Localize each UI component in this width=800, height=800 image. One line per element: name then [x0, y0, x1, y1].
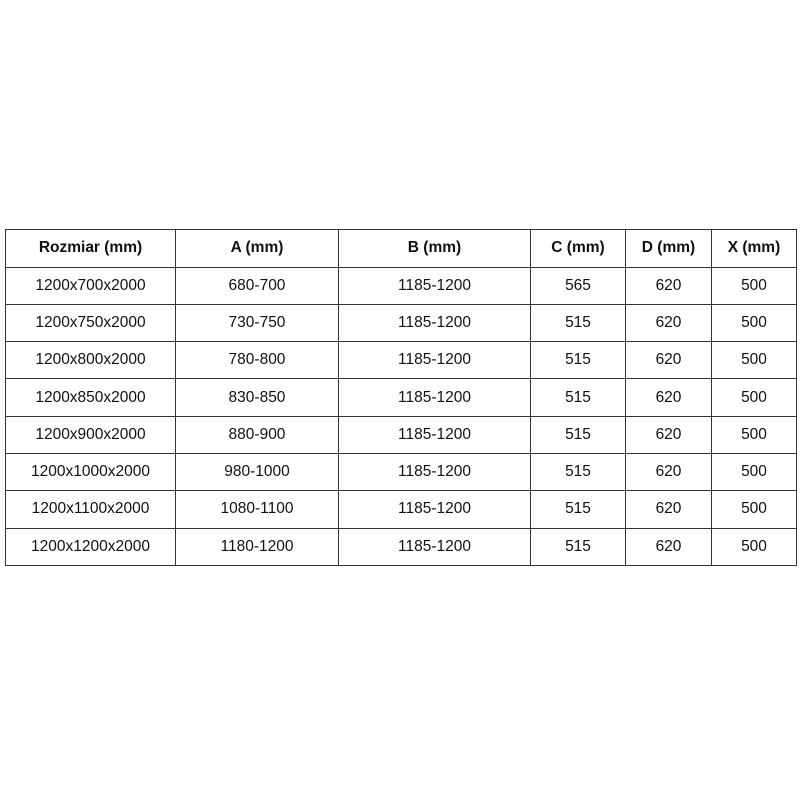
cell-b: 1185-1200 — [338, 527, 531, 566]
cell-c: 515 — [530, 452, 626, 492]
cell-c: 515 — [530, 378, 626, 417]
cell-size: 1200x850x2000 — [5, 378, 176, 417]
table-row: 1200x1100x2000 1080-1100 1185-1200 515 620 50… — [5, 490, 797, 529]
cell-size: 1200x700x2000 — [5, 266, 176, 305]
cell-x: 500 — [711, 341, 797, 380]
cell-x: 500 — [711, 490, 797, 529]
cell-c: 565 — [530, 266, 626, 305]
cell-b: 1185-1200 — [338, 303, 531, 343]
column-header-x: X (mm) — [711, 229, 797, 268]
cell-x: 500 — [711, 452, 797, 492]
table-row: 1200x1000x2000 980-1000 1185-1200 515 620 500 — [5, 452, 797, 492]
cell-d: 620 — [625, 341, 712, 380]
cell-b: 1185-1200 — [338, 490, 531, 529]
cell-c: 515 — [530, 527, 626, 566]
cell-b: 1185-1200 — [338, 378, 531, 417]
cell-x: 500 — [711, 378, 797, 417]
cell-size: 1200x1100x2000 — [5, 490, 176, 529]
cell-b: 1185-1200 — [338, 415, 531, 454]
cell-c: 515 — [530, 490, 626, 529]
cell-size: 1200x800x2000 — [5, 341, 176, 380]
column-header-a: A (mm) — [175, 229, 339, 268]
cell-a: 680-700 — [175, 266, 339, 305]
cell-a: 880-900 — [175, 415, 339, 454]
cell-b: 1185-1200 — [338, 266, 531, 305]
cell-x: 500 — [711, 303, 797, 343]
cell-c: 515 — [530, 341, 626, 380]
table-row: 1200x900x2000 880-900 1185-1200 515 620 500 — [5, 415, 797, 454]
table-row: 1200x850x2000 830-850 1185-1200 515 620 500 — [5, 378, 797, 417]
cell-b: 1185-1200 — [338, 452, 531, 492]
cell-a: 780-800 — [175, 341, 339, 380]
cell-a: 980-1000 — [175, 452, 339, 492]
cell-d: 620 — [625, 415, 712, 454]
table-row: 1200x1200x2000 1180-1200 1185-1200 515 620 50… — [5, 527, 797, 566]
cell-x: 500 — [711, 415, 797, 454]
cell-b: 1185-1200 — [338, 341, 531, 380]
header-row: Rozmiar (mm) A (mm) B (mm) C (mm) D (mm) X (m… — [5, 229, 797, 268]
column-header-size: Rozmiar (mm) — [5, 229, 176, 268]
cell-c: 515 — [530, 415, 626, 454]
cell-size: 1200x750x2000 — [5, 303, 176, 343]
cell-a: 1180-1200 — [175, 527, 339, 566]
cell-a: 1080-1100 — [175, 490, 339, 529]
cell-d: 620 — [625, 527, 712, 566]
cell-x: 500 — [711, 266, 797, 305]
cell-size: 1200x1200x2000 — [5, 527, 176, 566]
cell-size: 1200x900x2000 — [5, 415, 176, 454]
column-header-d: D (mm) — [625, 229, 712, 268]
table-row: 1200x800x2000 780-800 1185-1200 515 620 500 — [5, 341, 797, 380]
dimensions-table: Rozmiar (mm) A (mm) B (mm) C (mm) D (mm) X (m… — [5, 229, 797, 566]
column-header-b: B (mm) — [338, 229, 531, 268]
cell-size: 1200x1000x2000 — [5, 452, 176, 492]
cell-d: 620 — [625, 303, 712, 343]
cell-d: 620 — [625, 490, 712, 529]
table-row: 1200x750x2000 730-750 1185-1200 515 620 500 — [5, 303, 797, 343]
cell-a: 830-850 — [175, 378, 339, 417]
cell-d: 620 — [625, 266, 712, 305]
cell-d: 620 — [625, 452, 712, 492]
cell-a: 730-750 — [175, 303, 339, 343]
cell-d: 620 — [625, 378, 712, 417]
cell-x: 500 — [711, 527, 797, 566]
cell-c: 515 — [530, 303, 626, 343]
table-row: 1200x700x2000 680-700 1185-1200 565 620 500 — [5, 266, 797, 305]
column-header-c: C (mm) — [530, 229, 626, 268]
